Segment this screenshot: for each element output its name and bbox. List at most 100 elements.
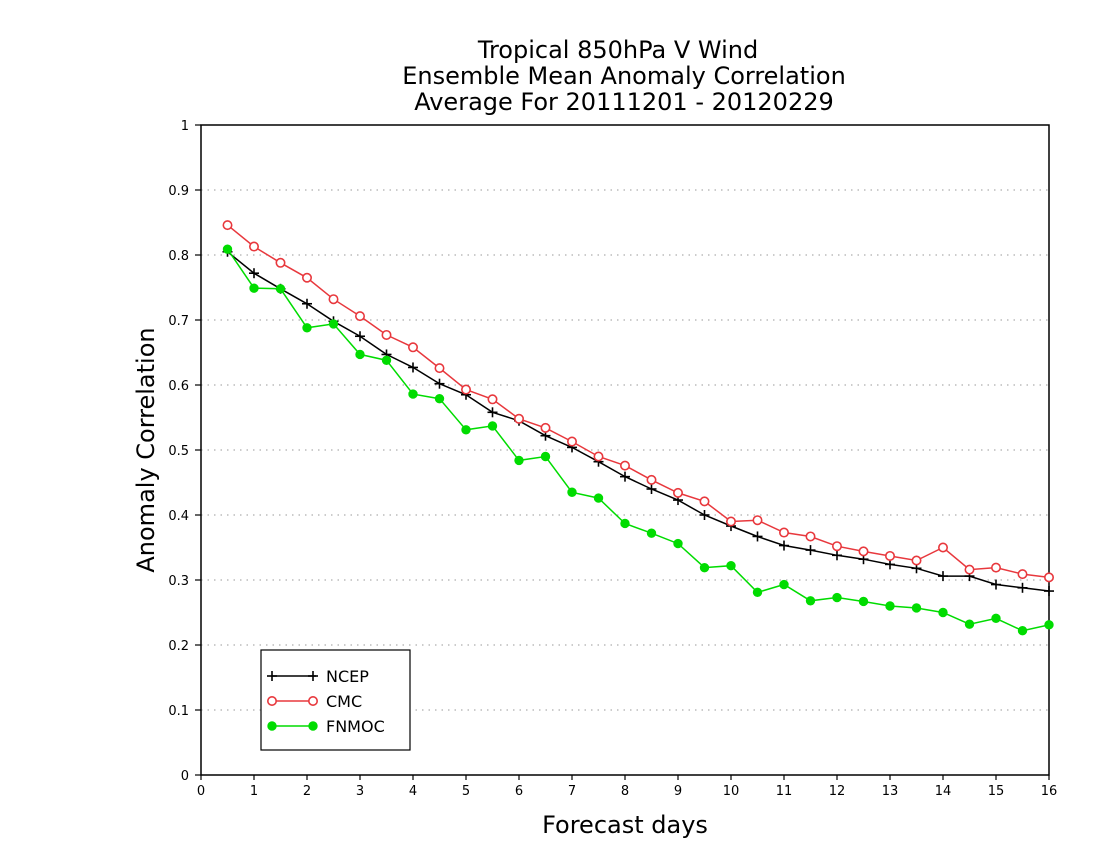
chart-title: Tropical 850hPa V Wind Ensemble Mean Ano…: [402, 36, 846, 116]
legend-marker: [307, 695, 318, 706]
data-point-cmc: [354, 311, 365, 322]
y-tick-label: 0.1: [168, 704, 189, 719]
x-tick-label: 3: [356, 784, 364, 799]
legend-label-fnmoc: FNMOC: [326, 717, 385, 736]
x-axis-title: Forecast days: [542, 811, 708, 839]
data-point-cmc: [513, 413, 524, 424]
x-tick-label: 12: [829, 784, 846, 799]
x-tick-label: 11: [776, 784, 793, 799]
data-point-fnmoc: [885, 601, 895, 611]
data-point-ncep: [885, 559, 895, 570]
title-line-3: Average For 20111201 - 20120229: [414, 88, 834, 116]
data-point-fnmoc: [911, 603, 922, 613]
data-point-fnmoc: [726, 561, 736, 571]
data-point-fnmoc: [355, 349, 365, 360]
data-point-cmc: [964, 564, 975, 575]
x-tick-label: 10: [723, 784, 740, 799]
data-point-cmc: [646, 474, 657, 485]
title-line-2: Ensemble Mean Anomaly Correlation: [402, 62, 846, 90]
legend-marker: [308, 671, 318, 681]
data-point-fnmoc: [222, 244, 233, 254]
data-point-cmc: [328, 294, 339, 305]
data-point-fnmoc: [514, 455, 524, 466]
data-point-cmc: [990, 562, 1001, 573]
data-point-ncep: [779, 540, 789, 551]
data-point-cmc: [831, 541, 842, 552]
data-point-ncep: [699, 510, 710, 520]
x-tick-label: 6: [515, 784, 523, 799]
data-point-ncep: [991, 579, 1001, 590]
x-tick-label: 7: [568, 784, 576, 799]
y-tick-label: 0.5: [168, 444, 189, 459]
data-point-cmc: [937, 542, 948, 553]
series-fnmoc: [222, 244, 1054, 636]
x-tick-label: 5: [462, 784, 470, 799]
x-tick-label: 2: [303, 784, 311, 799]
data-point-ncep: [752, 531, 763, 542]
data-point-cmc: [858, 546, 869, 557]
data-point-fnmoc: [408, 389, 418, 399]
data-point-ncep: [938, 571, 948, 582]
data-point-ncep: [1044, 586, 1054, 597]
data-point-fnmoc: [938, 607, 948, 618]
data-point-ncep: [1017, 582, 1028, 593]
legend-item-cmc: CMC: [266, 692, 362, 711]
data-point-fnmoc: [302, 323, 312, 333]
y-axis: 0 0.1 0.2 0.3 0.4 0.5 0.6 0.7 0.8 0.9 1: [168, 119, 201, 784]
data-point-fnmoc: [673, 538, 683, 549]
data-point-fnmoc: [779, 579, 789, 590]
data-point-fnmoc: [540, 451, 551, 462]
data-point-cmc: [1017, 569, 1028, 580]
data-point-fnmoc: [275, 284, 286, 294]
data-point-cmc: [778, 527, 789, 538]
x-tick-label: 13: [882, 784, 899, 799]
legend-marker: [308, 721, 318, 731]
data-point-ncep: [832, 550, 842, 561]
series-line-fnmoc: [226, 248, 1050, 632]
x-tick-label: 4: [409, 784, 417, 799]
x-tick-label: 14: [935, 784, 952, 799]
x-tick-label: 15: [988, 784, 1005, 799]
data-point-cmc: [540, 422, 551, 433]
data-point-fnmoc: [1017, 626, 1028, 636]
legend-marker: [266, 695, 277, 706]
data-point-fnmoc: [593, 493, 604, 503]
data-point-ncep: [249, 268, 259, 279]
data-point-fnmoc: [487, 421, 498, 431]
data-point-cmc: [805, 531, 816, 542]
title-line-1: Tropical 850hPa V Wind: [477, 36, 758, 64]
data-point-cmc: [249, 241, 260, 252]
data-point-fnmoc: [567, 487, 577, 497]
data-point-fnmoc: [699, 562, 710, 573]
series-line-cmc: [227, 224, 1050, 579]
y-axis-title: Anomaly Correlation: [132, 327, 160, 572]
data-point-cmc: [593, 451, 604, 462]
legend-item-fnmoc: FNMOC: [267, 717, 385, 736]
data-point-fnmoc: [832, 592, 842, 603]
y-tick-label: 0.7: [168, 314, 189, 329]
data-point-cmc: [911, 555, 922, 566]
legend-marker: [267, 721, 277, 731]
data-point-ncep: [434, 378, 445, 389]
data-point-ncep: [487, 407, 498, 418]
data-point-fnmoc: [381, 355, 392, 365]
legend-item-ncep: NCEP: [267, 667, 369, 686]
legend: NCEP CMC FNMOC: [260, 649, 411, 751]
data-point-cmc: [487, 394, 498, 405]
data-point-ncep: [408, 362, 418, 373]
data-point-cmc: [434, 363, 445, 374]
data-point-cmc: [460, 384, 471, 395]
data-point-fnmoc: [461, 425, 471, 435]
data-point-ncep: [620, 471, 630, 482]
data-point-fnmoc: [752, 587, 763, 598]
x-axis: 0 1 2 3 4 5 6 7 8 9 10 11 12 13 14 15 16: [197, 775, 1057, 799]
legend-label-ncep: NCEP: [326, 667, 369, 686]
data-point-cmc: [381, 329, 392, 340]
data-point-ncep: [805, 545, 816, 556]
series-layer: [222, 220, 1055, 636]
grid: [201, 189, 1049, 711]
data-point-fnmoc: [805, 596, 816, 606]
data-point-fnmoc: [620, 518, 630, 529]
series-ncep: [222, 246, 1054, 597]
